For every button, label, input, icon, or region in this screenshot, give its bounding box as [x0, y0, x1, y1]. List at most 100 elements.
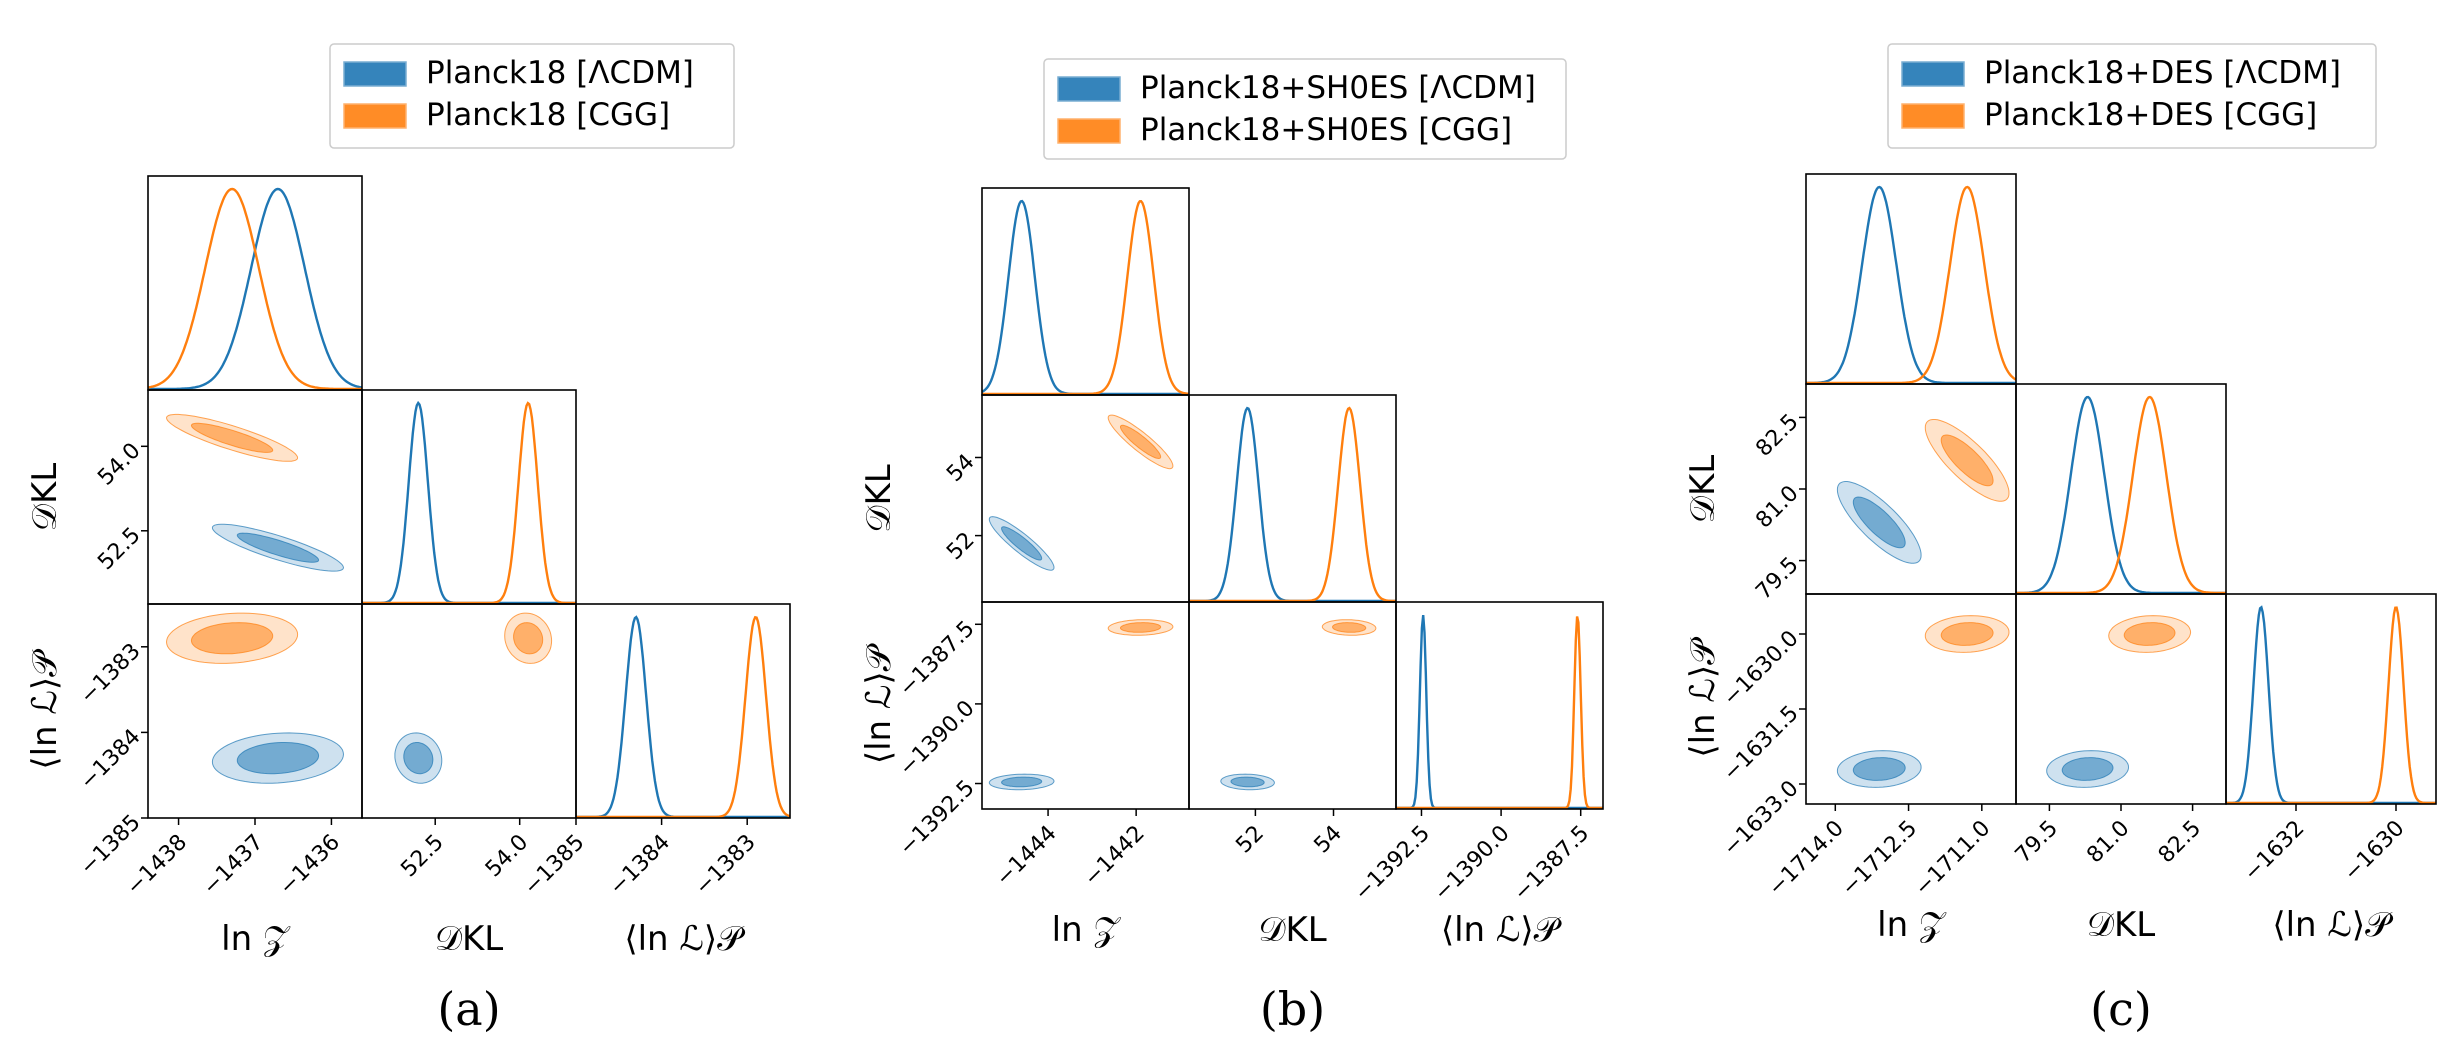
x-axis-label: ⟨ln ℒ⟩𝒫 — [1441, 910, 1562, 950]
contour-cgg-inner — [190, 622, 274, 655]
contour-lcdm-inner — [1001, 526, 1043, 561]
legend-swatch-lcdm — [1901, 61, 1965, 87]
contour-cgg-inner — [1940, 622, 1994, 646]
marginal-curve-lcdm — [576, 615, 790, 819]
contour-lcdm-inner — [2061, 757, 2114, 781]
marginal-curve-cgg — [362, 401, 576, 605]
x-tick-label: −1436 — [275, 830, 345, 900]
cell-frame — [981, 187, 1190, 396]
marginal-curve-cgg — [147, 187, 362, 391]
contour-lcdm-inner — [403, 742, 434, 775]
panel-caption: (a) — [437, 982, 500, 1036]
y-tick-label: 81.0 — [1751, 481, 1803, 533]
legend-swatch-cgg — [1901, 103, 1965, 129]
contour-lcdm-inner — [1230, 776, 1265, 788]
legend: Planck18+SH0ES [ΛCDM] Planck18+SH0ES [CGG… — [1043, 58, 1567, 160]
marginal-curve-lcdm — [362, 400, 576, 605]
legend-label: Planck18+DES [CGG] — [1984, 97, 2317, 133]
x-axis-label: ⟨ln ℒ⟩𝒫 — [624, 919, 745, 959]
contour-lcdm-inner — [1852, 496, 1906, 549]
legend-label: Planck18+SH0ES [ΛCDM] — [1140, 70, 1536, 106]
marginal-curve-cgg — [1396, 616, 1603, 810]
y-tick-label: −1633.0 — [1719, 776, 1804, 861]
contour-lcdm-inner — [236, 532, 320, 563]
x-tick-label: −1437 — [198, 830, 268, 900]
x-tick-label: −1390.0 — [1430, 821, 1515, 906]
contour-cgg-inner — [513, 622, 544, 655]
cell-frame — [2225, 593, 2437, 805]
x-tick-label: −1714.0 — [1764, 816, 1849, 901]
x-tick-label: 54.0 — [481, 830, 533, 882]
contour-cgg-inner — [190, 422, 274, 453]
y-axis-label: 𝒟KL — [25, 463, 65, 531]
panel-caption: (b) — [1260, 982, 1325, 1036]
legend-frame — [329, 43, 735, 149]
x-tick-label: −1387.5 — [1509, 821, 1594, 906]
cell-frame — [981, 394, 1190, 603]
x-axis-label: 𝒟KL — [435, 919, 503, 959]
x-axis-label: ln 𝒵 — [1052, 910, 1122, 950]
legend-swatch-lcdm — [343, 61, 407, 87]
x-tick-label: −1630 — [2339, 816, 2409, 886]
legend-frame — [1043, 58, 1567, 160]
marginal-curve-lcdm — [1189, 406, 1396, 603]
contour-lcdm-inner — [1852, 757, 1906, 781]
marginal-curve-cgg — [982, 199, 1190, 396]
x-tick-label: −1442 — [1079, 821, 1149, 891]
cell-frame — [575, 603, 791, 819]
marginal-curve-cgg — [1806, 185, 2017, 385]
y-axis-label: 𝒟KL — [1683, 455, 1723, 523]
cell-frame — [361, 389, 577, 605]
marginal-curve-cgg — [2226, 606, 2436, 805]
x-tick-label: 54 — [1310, 821, 1347, 858]
y-tick-label: −1390.0 — [895, 696, 980, 781]
contour-cgg-inner — [1940, 434, 1994, 487]
panel-caption: (c) — [2090, 982, 2152, 1036]
legend-label: Planck18 [ΛCDM] — [426, 55, 694, 91]
x-tick-label: 79.5 — [2011, 816, 2063, 868]
x-tick-label: 81.0 — [2082, 816, 2134, 868]
y-axis-label: ⟨ln ℒ⟩𝒫 — [25, 649, 65, 770]
x-tick-label: 82.5 — [2154, 816, 2206, 868]
x-tick-label: −1444 — [991, 821, 1061, 891]
y-tick-label: −1392.5 — [895, 776, 980, 861]
contour-cgg-inner — [2123, 622, 2176, 646]
legend: Planck18+DES [ΛCDM] Planck18+DES [CGG] — [1887, 43, 2377, 149]
marginal-curve-lcdm — [1806, 185, 2016, 385]
x-axis-label: 𝒟KL — [2087, 905, 2155, 945]
x-axis-label: 𝒟KL — [1258, 910, 1326, 950]
x-axis-label: ln 𝒵 — [221, 919, 291, 959]
legend-frame — [1887, 43, 2377, 149]
y-tick-label: 79.5 — [1751, 553, 1803, 605]
x-tick-label: −1392.5 — [1350, 821, 1435, 906]
y-axis-label: ⟨ln ℒ⟩𝒫 — [1683, 637, 1723, 758]
contour-cgg-inner — [1120, 622, 1162, 633]
legend-label: Planck18+DES [ΛCDM] — [1984, 55, 2341, 91]
marginal-curve-cgg — [1189, 406, 1396, 603]
x-tick-label: −1711.0 — [1910, 816, 1995, 901]
x-tick-label: −1384 — [605, 830, 675, 900]
y-tick-label: 82.5 — [1751, 409, 1803, 461]
legend-swatch-cgg — [1057, 118, 1121, 144]
marginal-curve-lcdm — [981, 199, 1189, 396]
y-tick-label: −1384 — [75, 724, 145, 794]
y-axis-label: ⟨ln ℒ⟩𝒫 — [859, 643, 899, 764]
legend: Planck18 [ΛCDM] Planck18 [CGG] — [329, 43, 735, 149]
x-tick-label: −1385 — [519, 830, 589, 900]
y-tick-label: −1383 — [75, 639, 145, 709]
y-tick-label: 52.5 — [93, 523, 145, 575]
y-tick-label: 54 — [942, 450, 979, 487]
marginal-curve-cgg — [2016, 395, 2226, 595]
y-tick-label: 54.0 — [93, 438, 145, 490]
x-tick-label: −1383 — [690, 830, 760, 900]
contour-cgg-inner — [1331, 622, 1367, 633]
y-tick-label: 52 — [942, 528, 979, 565]
contour-cgg-inner — [1120, 424, 1162, 460]
legend-label: Planck18+SH0ES [CGG] — [1140, 112, 1512, 148]
x-tick-label: −1632 — [2239, 816, 2309, 886]
legend-swatch-cgg — [343, 103, 407, 129]
cell-frame — [1188, 394, 1397, 603]
